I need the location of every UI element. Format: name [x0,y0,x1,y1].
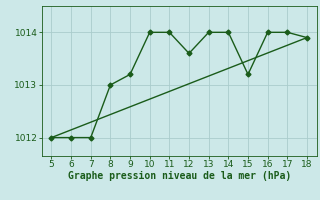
X-axis label: Graphe pression niveau de la mer (hPa): Graphe pression niveau de la mer (hPa) [68,171,291,181]
